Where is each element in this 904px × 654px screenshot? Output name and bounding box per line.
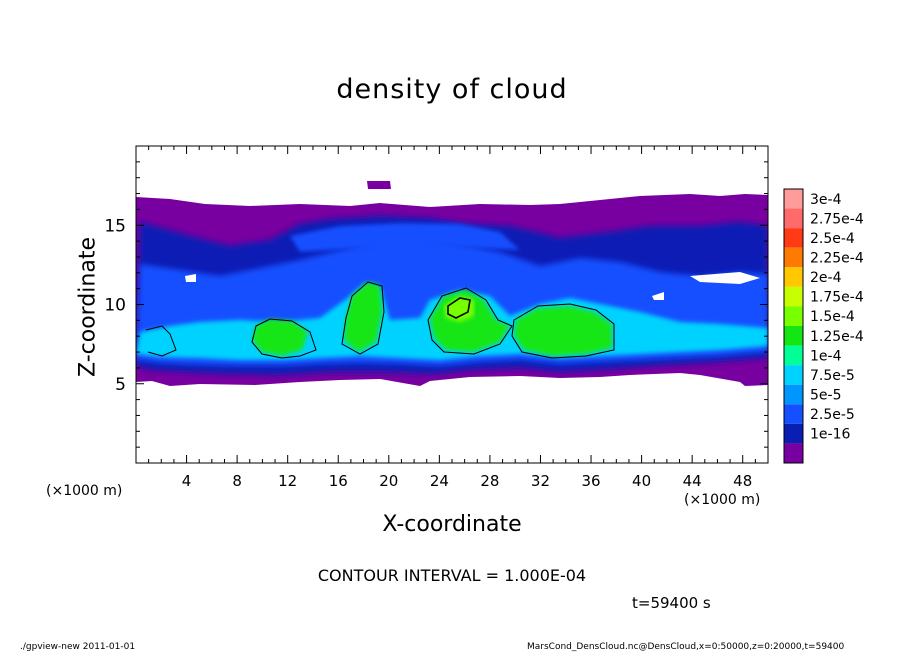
legend-swatch xyxy=(784,286,803,307)
legend-swatch xyxy=(784,423,803,444)
legend-swatch xyxy=(784,228,803,248)
legend-label: 1.5e-4 xyxy=(810,309,855,325)
legend-label: 1e-4 xyxy=(810,348,842,364)
contour-line-3 xyxy=(341,281,385,355)
legend-label: 2.5e-4 xyxy=(810,231,855,247)
legend-label: 1.75e-4 xyxy=(810,290,864,306)
x-tick-label: 4 xyxy=(182,472,192,490)
legend-label: 2.25e-4 xyxy=(810,251,864,267)
x-tick-label: 32 xyxy=(531,472,550,490)
x-tick-label: 48 xyxy=(733,472,752,490)
legend-swatch xyxy=(784,267,803,287)
y-tick-label: 5 xyxy=(115,375,126,395)
legend: 3e-4 2.75e-4 2.5e-4 2.25e-4 2e-4 1.75e-4 1.5e-… xyxy=(783,188,864,464)
contour-line-4 xyxy=(427,287,513,355)
footer-right-text: MarsCond_DensCloud.nc@DensCloud,x=0:5000… xyxy=(527,642,845,652)
contour-line-5 xyxy=(511,303,615,359)
cloud-gap-2 xyxy=(690,272,760,284)
contour-lines xyxy=(145,281,615,359)
cloud-gap-1 xyxy=(185,274,196,282)
cloud-core-2 xyxy=(344,282,382,352)
y-tick-labels: 5 10 15 xyxy=(104,216,126,395)
cloud-core-4 xyxy=(514,306,612,356)
time-label: t=59400 s xyxy=(632,594,711,612)
y-tick-label: 15 xyxy=(104,216,126,236)
upper-cloud-streak xyxy=(290,223,520,252)
legend-label: 3e-4 xyxy=(810,192,842,208)
x-tick-label: 8 xyxy=(232,472,242,490)
x-unit-label-left: (×1000 m) xyxy=(46,483,123,499)
x-tick-label: 24 xyxy=(430,472,449,490)
legend-label: 1e-16 xyxy=(810,427,850,443)
legend-label: 2.5e-5 xyxy=(810,407,855,423)
x-axis-label: X-coordinate xyxy=(382,512,522,537)
x-tick-labels: 4 8 12 16 20 24 28 32 36 40 44 48 xyxy=(182,472,752,490)
axis-ticks xyxy=(135,145,769,464)
legend-swatch xyxy=(784,384,803,405)
cloud-core-1 xyxy=(252,319,308,356)
contour-line-2 xyxy=(251,318,317,359)
legend-label: 5e-5 xyxy=(810,388,841,404)
x-tick-label: 36 xyxy=(581,472,600,490)
legend-swatch xyxy=(784,208,803,229)
legend-swatch xyxy=(784,326,803,346)
x-tick-label: 28 xyxy=(480,472,499,490)
x-tick-label: 44 xyxy=(683,472,702,490)
legend-swatch xyxy=(784,365,803,385)
legend-label: 2e-4 xyxy=(810,270,842,286)
x-tick-label: 12 xyxy=(278,472,297,490)
contour-line-1 xyxy=(145,325,177,357)
cloud-cap-top xyxy=(367,181,391,189)
legend-label: 1.25e-4 xyxy=(810,329,864,345)
y-tick-label: 10 xyxy=(104,296,126,316)
cloud-density-field xyxy=(136,181,768,386)
legend-label: 7.5e-5 xyxy=(810,368,855,384)
footer-left-text: ./gpview-new 2011-01-01 xyxy=(20,642,136,652)
chart-title: density of cloud xyxy=(336,74,568,105)
legend-swatch xyxy=(784,345,803,366)
x-unit-label-right: (×1000 m) xyxy=(684,492,761,508)
x-tick-label: 16 xyxy=(329,472,348,490)
legend-swatch xyxy=(784,189,803,209)
legend-swatch xyxy=(784,306,803,326)
cloud-gap-3 xyxy=(652,292,664,300)
contour-line-peak xyxy=(447,297,471,319)
legend-frame xyxy=(783,188,804,464)
contour-interval-text: CONTOUR INTERVAL = 1.000E-04 xyxy=(317,566,587,585)
x-tick-label: 20 xyxy=(379,472,398,490)
legend-swatch xyxy=(784,404,803,424)
legend-swatch xyxy=(784,443,803,463)
x-tick-label: 40 xyxy=(632,472,651,490)
legend-label: 2.75e-4 xyxy=(810,211,864,227)
legend-swatch xyxy=(784,247,803,268)
